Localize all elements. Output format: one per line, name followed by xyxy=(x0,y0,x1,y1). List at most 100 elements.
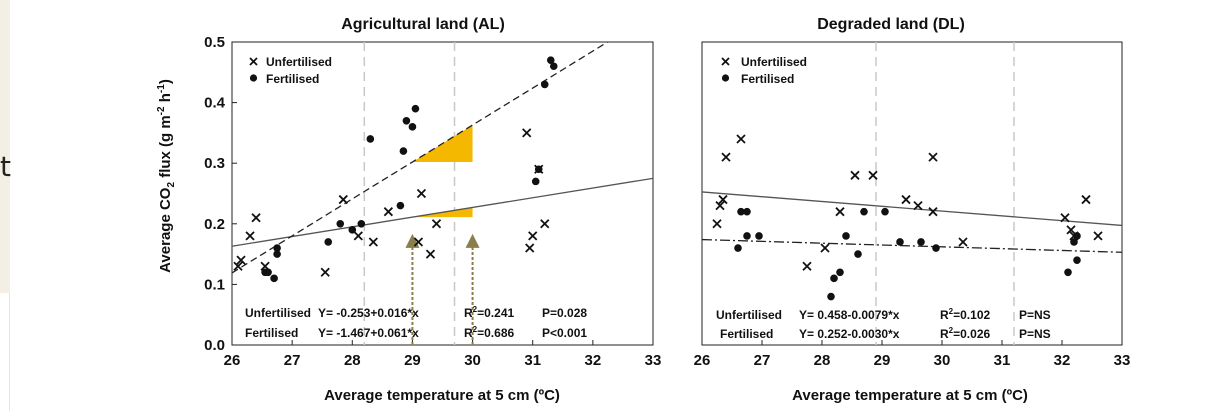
point-fertilised xyxy=(860,207,868,216)
point-unfertilised xyxy=(528,231,538,241)
point-unfertilised xyxy=(522,128,532,138)
point-unfertilised xyxy=(431,219,442,229)
eq-row-r2: R2=0.241 xyxy=(464,305,514,320)
data-points-dl xyxy=(712,134,1103,301)
point-unfertilised xyxy=(236,255,246,265)
point-fertilised xyxy=(366,135,375,143)
y-ticks-al: 0.0 0.1 0.2 0.3 0.4 0.5 xyxy=(204,34,237,354)
x-tick-label: 26 xyxy=(224,352,241,369)
eq-row-r2: R2=0.026 xyxy=(940,326,990,341)
point-fertilised xyxy=(755,232,763,240)
point-fertilised xyxy=(743,207,751,216)
point-unfertilised xyxy=(425,249,436,259)
fit-line-fertilised xyxy=(701,238,1123,253)
reference-lines-al xyxy=(363,42,456,345)
point-unfertilised xyxy=(1081,194,1091,205)
y-tick-label: 0.5 xyxy=(204,34,225,51)
point-unfertilised xyxy=(802,261,812,271)
point-fertilised xyxy=(549,62,558,71)
point-fertilised xyxy=(1070,238,1078,246)
point-unfertilised xyxy=(338,194,348,205)
eq-row-label: Unfertilised xyxy=(245,306,311,320)
point-fertilised xyxy=(402,116,411,125)
x-ticks-al: 26 27 28 29 30 31 32 33 xyxy=(224,340,661,369)
point-unfertilised xyxy=(1093,231,1103,241)
point-fertilised xyxy=(917,238,925,246)
point-fertilised xyxy=(737,207,745,216)
y-tick-label: 0.4 xyxy=(204,95,226,112)
point-unfertilised xyxy=(958,237,968,247)
point-fertilised xyxy=(836,268,844,277)
x-tick-label: 28 xyxy=(344,352,361,369)
eq-row-r2: R2=0.102 xyxy=(940,307,990,322)
eq-row-label: Unfertilised xyxy=(716,308,782,322)
point-fertilised xyxy=(1064,268,1072,277)
legend-al: Unfertilised Fertilised xyxy=(249,55,332,86)
point-fertilised xyxy=(531,177,540,186)
x-tick-label: 29 xyxy=(404,352,421,369)
point-fertilised xyxy=(896,238,904,246)
eq-row-r2: R2=0.686 xyxy=(464,325,514,340)
point-fertilised xyxy=(830,274,838,283)
legend-label-fertilised: Fertilised xyxy=(266,72,319,86)
point-fertilised xyxy=(270,274,278,283)
x-tick-label: 31 xyxy=(524,352,541,369)
edge-text-fragment: t xyxy=(0,150,11,183)
point-unfertilised xyxy=(715,200,725,211)
eq-row-label: Fertilised xyxy=(245,326,298,340)
x-tick-label: 30 xyxy=(464,352,481,369)
point-fertilised xyxy=(932,244,940,252)
point-unfertilised xyxy=(718,194,728,205)
point-unfertilised xyxy=(913,200,923,211)
point-fertilised xyxy=(1073,232,1081,240)
data-points-al xyxy=(233,56,558,283)
y-tick-label: 0.0 xyxy=(204,337,225,354)
point-unfertilised xyxy=(353,231,363,241)
point-fertilised xyxy=(399,147,408,155)
fit-line-unfertilised xyxy=(231,177,654,247)
eq-row-equation: Y= -1.467+0.061*x xyxy=(318,326,419,340)
point-fertilised xyxy=(534,165,543,174)
point-unfertilised xyxy=(1060,213,1070,223)
point-unfertilised xyxy=(251,213,261,223)
arrow-head-icon xyxy=(465,233,480,248)
point-fertilised xyxy=(264,268,272,277)
x-tick-label: 27 xyxy=(754,352,771,369)
point-unfertilised xyxy=(850,170,860,180)
point-unfertilised xyxy=(835,207,845,217)
x-tick-label: 32 xyxy=(585,352,602,369)
point-unfertilised xyxy=(736,134,746,144)
fit-lines-al xyxy=(231,41,654,274)
eq-row-p: P=0.028 xyxy=(542,306,587,320)
eq-row-label: Fertilised xyxy=(720,327,773,341)
point-unfertilised xyxy=(383,207,394,217)
x-tick-label: 32 xyxy=(1054,352,1071,369)
point-unfertilised xyxy=(416,188,427,199)
point-fertilised xyxy=(842,232,850,240)
fit-line-unfertilised xyxy=(701,191,1123,227)
eq-row-p: P=NS xyxy=(1019,327,1051,341)
point-fertilised xyxy=(273,244,281,252)
x-tick-label: 27 xyxy=(284,352,301,369)
point-fertilised xyxy=(336,220,345,228)
plot-frame-al xyxy=(231,41,654,346)
point-unfertilised xyxy=(928,207,938,217)
x-tick-label: 26 xyxy=(694,352,711,369)
point-unfertilised xyxy=(721,152,731,162)
point-fertilised xyxy=(734,244,742,252)
eq-row-p: P=NS xyxy=(1019,308,1051,322)
fit-lines-dl xyxy=(701,191,1123,253)
equation-block-al: Unfertilised Y= -0.253+0.016*x R2=0.241 … xyxy=(245,305,587,340)
y-tick-label: 0.3 xyxy=(204,155,225,172)
point-fertilised xyxy=(854,250,862,258)
point-fertilised xyxy=(540,80,549,89)
point-unfertilised xyxy=(368,237,378,247)
point-unfertilised xyxy=(320,267,330,277)
legend-label-unfertilised: Unfertilised xyxy=(266,55,332,69)
point-unfertilised xyxy=(712,219,722,229)
point-fertilised xyxy=(827,292,835,301)
point-fertilised xyxy=(357,220,366,228)
x-ticks-dl: 26 27 28 29 30 31 32 33 xyxy=(694,340,1130,369)
x-tick-label: 29 xyxy=(874,352,891,369)
point-unfertilised xyxy=(540,219,550,229)
